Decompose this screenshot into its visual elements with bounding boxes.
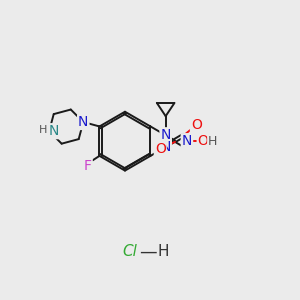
Text: N: N [78, 115, 88, 129]
Text: O: O [155, 142, 166, 156]
Text: Cl: Cl [122, 244, 137, 259]
Text: H: H [208, 135, 218, 148]
Text: N: N [182, 134, 192, 148]
Text: N: N [48, 124, 59, 138]
Text: O: O [191, 118, 202, 132]
Text: N: N [160, 128, 171, 142]
Text: —: — [140, 243, 158, 261]
Text: H: H [38, 125, 47, 135]
Text: H: H [158, 244, 169, 259]
Text: F: F [84, 159, 92, 173]
Text: O: O [198, 134, 208, 148]
Text: N: N [160, 140, 171, 154]
